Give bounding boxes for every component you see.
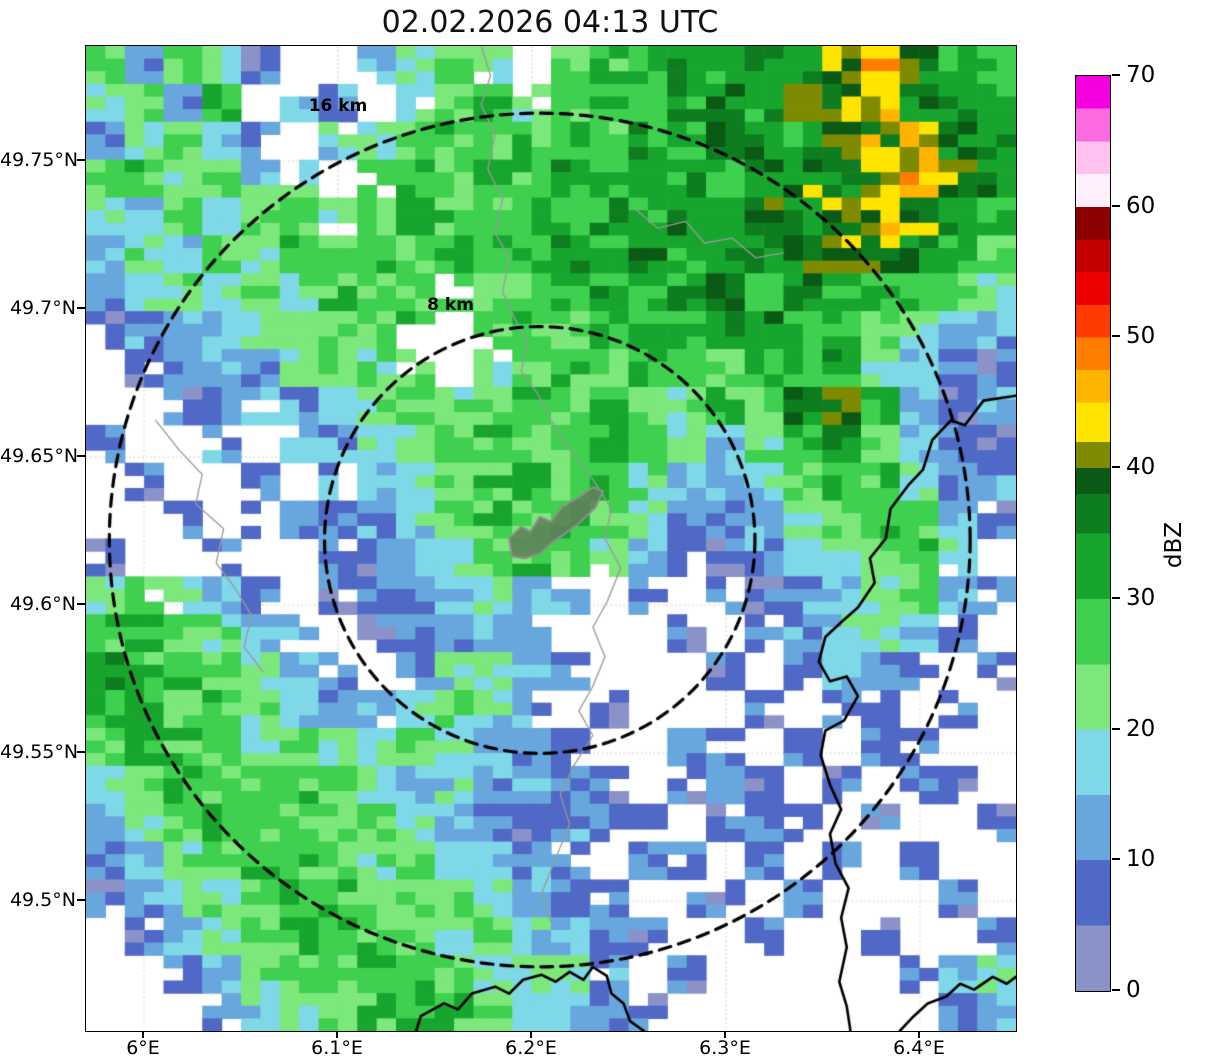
colorbar-tick-mark <box>1112 727 1120 730</box>
y-tick-label: 49.75°N <box>0 149 79 172</box>
y-tick-label: 49.55°N <box>0 741 79 764</box>
x-tick-mark <box>335 1031 338 1038</box>
y-tick-mark <box>77 751 85 754</box>
colorbar-tick-mark <box>1112 466 1120 469</box>
x-tick-mark <box>723 1031 726 1038</box>
colorbar-tick-label: 50 <box>1126 323 1156 350</box>
colorbar-tick-label: 20 <box>1126 715 1156 742</box>
colorbar-tick-label: 10 <box>1126 846 1156 873</box>
y-tick-label: 49.65°N <box>0 445 79 468</box>
colorbar-gradient <box>1075 75 1111 992</box>
radar-field-canvas <box>86 46 1016 1031</box>
y-tick-mark <box>77 455 85 458</box>
radar-plot-area: 16 km 8 km <box>85 45 1017 1032</box>
x-tick-mark <box>529 1031 532 1038</box>
x-tick-mark <box>917 1031 920 1038</box>
x-tick-mark <box>142 1031 144 1038</box>
y-tick-label: 49.5°N <box>9 889 76 912</box>
colorbar-tick-mark <box>1112 335 1120 338</box>
colorbar-axis-label: dBZ <box>1161 521 1187 569</box>
colorbar-tick-mark <box>1112 989 1120 991</box>
plot-title: 02.02.2026 04:13 UTC <box>381 5 719 40</box>
x-tick-label: 6.2°E <box>505 1037 557 1059</box>
colorbar-tick-label: 0 <box>1126 977 1141 1003</box>
y-tick-mark <box>77 159 85 162</box>
y-tick-label: 49.6°N <box>9 593 76 616</box>
colorbar-tick-mark <box>1112 74 1120 76</box>
colorbar-tick-label: 30 <box>1126 584 1156 611</box>
y-tick-mark <box>77 307 85 310</box>
x-tick-label: 6.3°E <box>699 1037 751 1059</box>
colorbar-tick-label: 40 <box>1126 454 1156 481</box>
y-tick-mark <box>77 603 85 606</box>
colorbar-tick-label: 60 <box>1126 192 1156 219</box>
x-tick-label: 6°E <box>126 1037 160 1059</box>
y-tick-label: 49.7°N <box>9 297 76 320</box>
colorbar-tick-mark <box>1112 596 1120 599</box>
x-tick-label: 6.4°E <box>893 1037 945 1059</box>
y-tick-mark <box>77 899 85 902</box>
colorbar-tick-label: 70 <box>1126 62 1156 88</box>
colorbar-tick-mark <box>1112 204 1120 207</box>
colorbar-tick-mark <box>1112 858 1120 861</box>
x-tick-label: 6.1°E <box>311 1037 363 1059</box>
